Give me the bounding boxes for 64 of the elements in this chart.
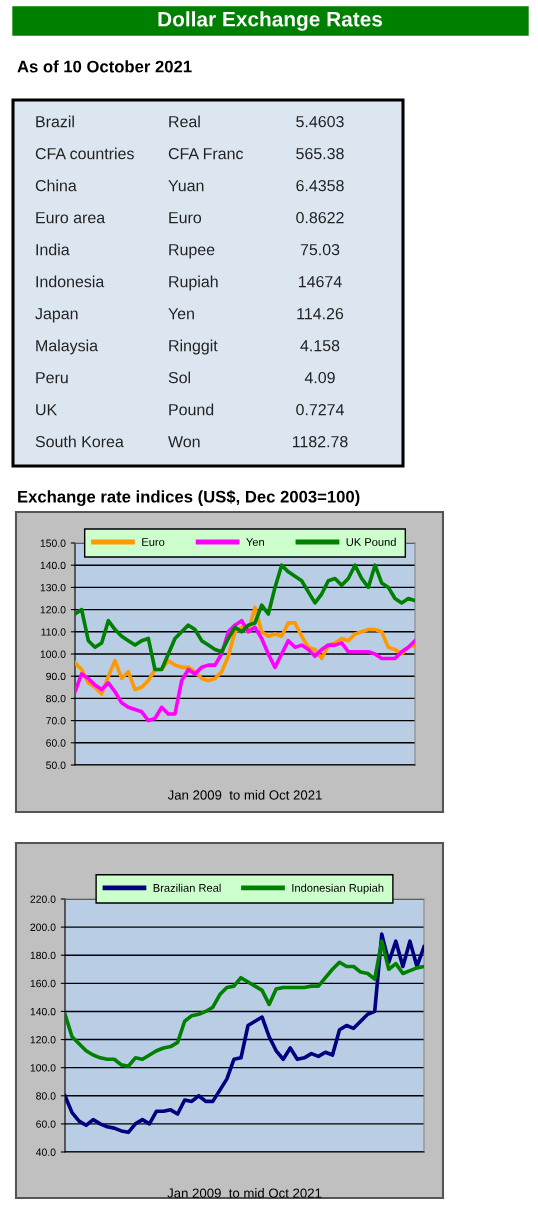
text: Euro (169, 212, 202, 224)
text: CFA Franc (168, 147, 244, 160)
text: 6.4358 (296, 179, 344, 192)
text: Real (169, 115, 200, 128)
text: Yen (168, 308, 194, 320)
y-tick-label: 60.0 (36, 1120, 56, 1128)
y-tick-label: 140.0 (30, 1007, 56, 1016)
y-tick-label: 100.0 (40, 650, 66, 658)
legend-label: Yen (246, 538, 264, 546)
chart-title: Exchange rate indices (US$, Dec 2003=100) (18, 490, 360, 506)
text: CFA countries (35, 147, 134, 160)
y-tick-label: 80.0 (46, 694, 66, 703)
y-tick-label: 160.0 (30, 979, 56, 988)
text: 0.8622 (296, 211, 344, 224)
text: Malaysia (36, 339, 99, 355)
y-tick-label: 130.0 (40, 583, 66, 592)
text: 4.158 (300, 339, 340, 352)
text: 565.38 (296, 147, 344, 160)
legend-label: Euro (142, 538, 165, 546)
y-tick-label: 180.0 (30, 951, 56, 960)
y-tick-label: 40.0 (35, 1148, 56, 1156)
text: Dollar Exchange Rates (158, 11, 383, 31)
text: Rupiah (169, 275, 218, 291)
text: Euro area (36, 212, 106, 224)
y-tick-label: 50.0 (46, 761, 66, 769)
y-tick-label: 100.0 (30, 1064, 56, 1072)
y-tick-label: 220.0 (30, 895, 56, 903)
legend-label: UK Pound (346, 537, 396, 546)
text: 1182.78 (292, 435, 348, 448)
text: 4.09 (304, 371, 335, 384)
y-tick-label: 90.0 (46, 672, 66, 681)
y-tick-label: 120.0 (40, 606, 66, 614)
text: 14674 (299, 275, 342, 288)
x-axis-title: Jan 2009 to mid Oct 2021 (167, 1188, 322, 1198)
y-tick-label: 140.0 (40, 561, 66, 570)
text: Ringgit (169, 339, 218, 355)
text: Pound (169, 403, 214, 416)
y-tick-label: 200.0 (30, 923, 56, 931)
y-tick-label: 80.0 (36, 1092, 56, 1100)
text: South Korea (35, 435, 124, 448)
text: Japan (35, 308, 78, 323)
text: Won (168, 436, 200, 448)
y-tick-label: 120.0 (30, 1036, 56, 1044)
text: 75.03 (300, 243, 340, 256)
text: Indonesia (36, 275, 105, 288)
text: China (35, 179, 77, 192)
x-axis-title: Jan 2009 to mid Oct 2021 (167, 790, 322, 800)
y-tick-label: 110.0 (41, 628, 66, 636)
y-tick-label: 150.0 (40, 539, 66, 547)
y-tick-label: 60.0 (46, 739, 66, 747)
text: Yuan (168, 180, 204, 192)
text: 114.26 (297, 307, 344, 320)
text: 5.4603 (296, 115, 344, 128)
text: Brazil (36, 115, 74, 128)
legend-label: Brazilian Real (153, 883, 221, 892)
y-tick-label: 70.0 (46, 717, 66, 725)
legend-label: Indonesian Rupiah (292, 883, 384, 895)
text: Sol (168, 371, 191, 384)
text: Peru (36, 372, 68, 384)
text: 0.7274 (296, 403, 344, 416)
text: India (36, 243, 70, 256)
text: UK (36, 404, 58, 416)
text: Rupee (169, 244, 215, 259)
text: As of 10 October 2021 (17, 60, 192, 73)
